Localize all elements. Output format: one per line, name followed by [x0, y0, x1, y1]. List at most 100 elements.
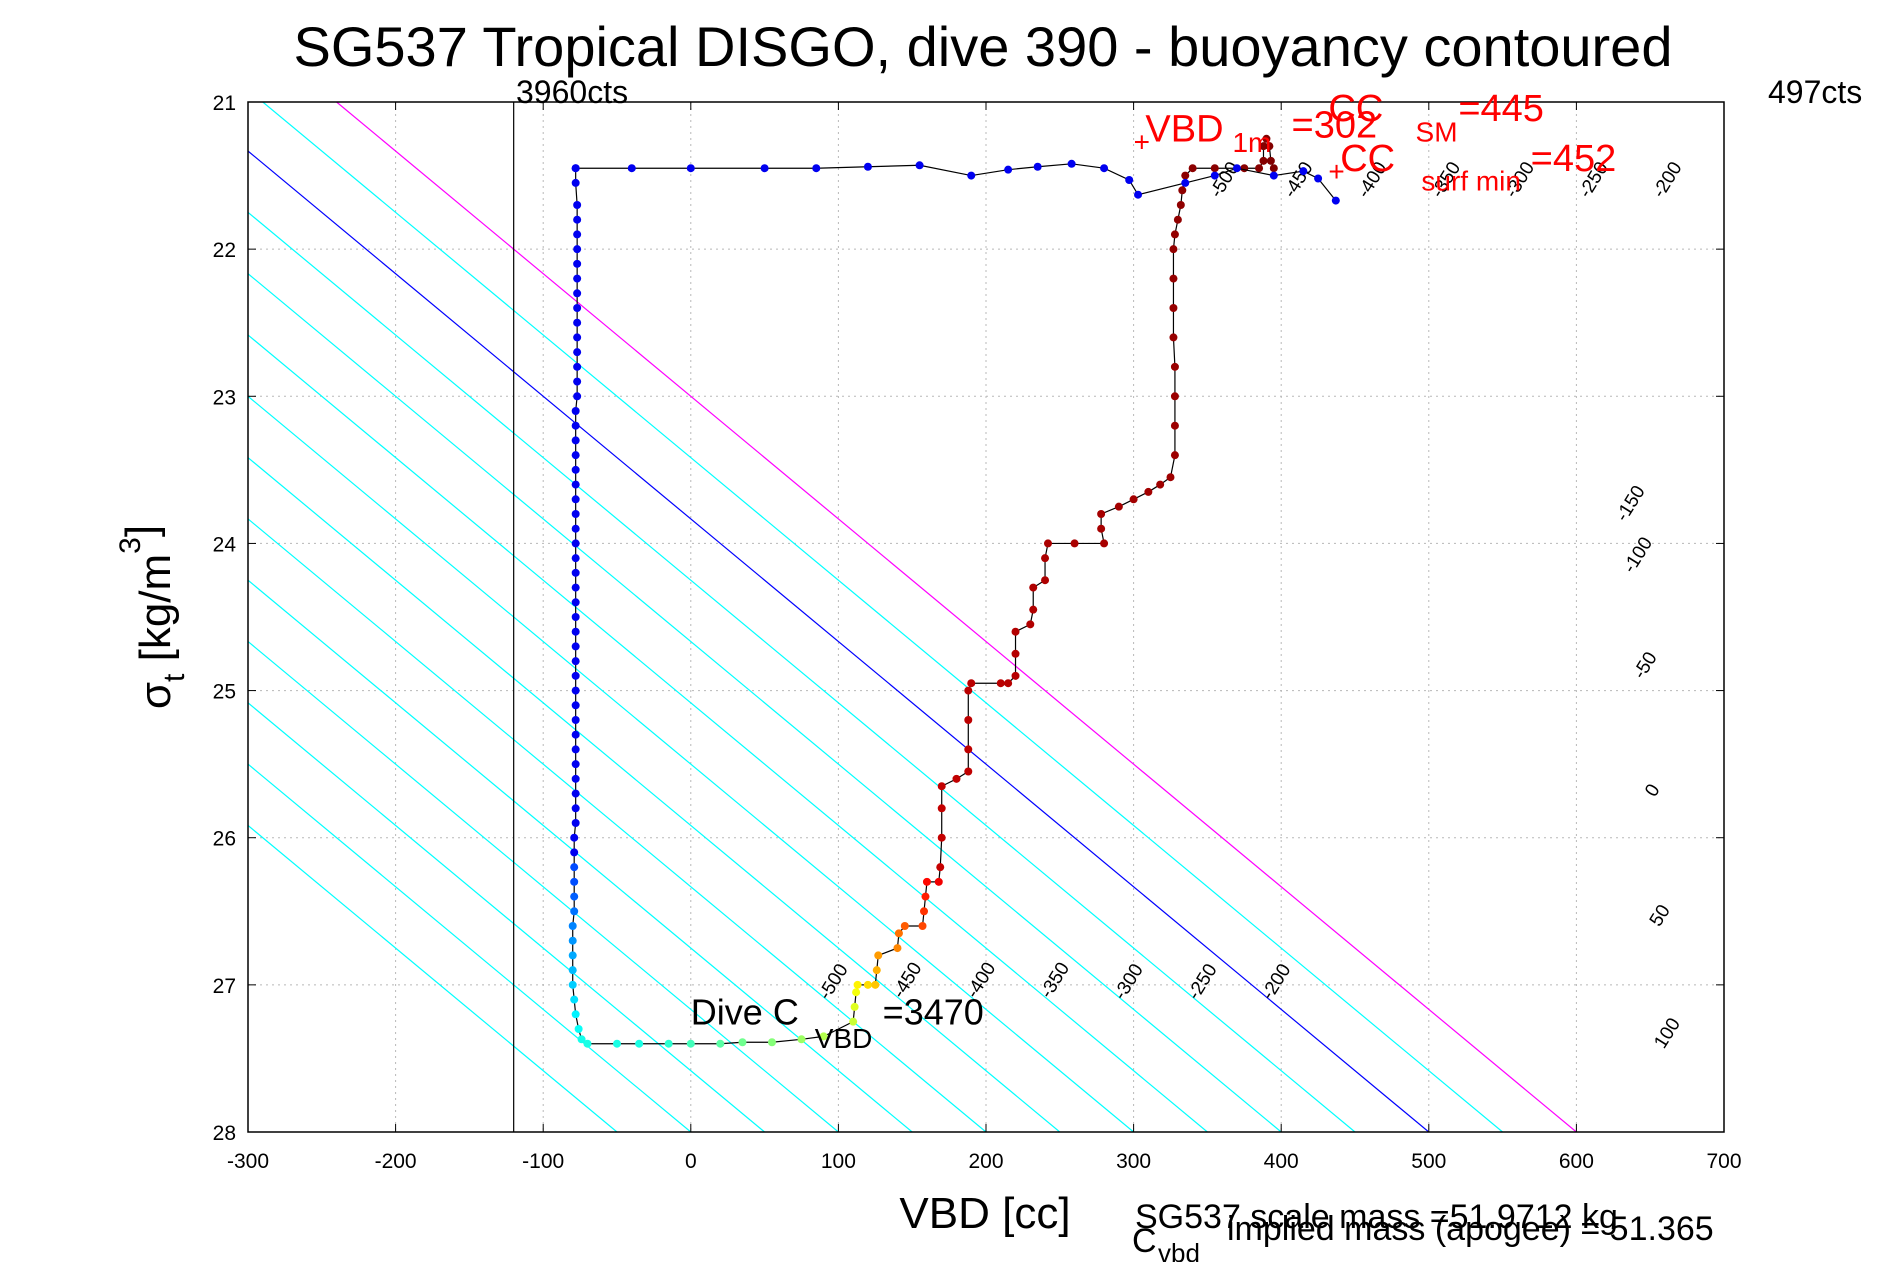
- dive-point: [571, 568, 580, 577]
- contour-line: [248, 518, 987, 1132]
- dive-point: [1097, 510, 1106, 518]
- dive-point: [571, 819, 580, 827]
- scale-mass-footer: SG537 scale mass =51.9712 kg: [1135, 1198, 1618, 1236]
- dive-point: [894, 929, 903, 938]
- dive-point: [570, 833, 579, 842]
- dive-point: [1170, 362, 1179, 371]
- dive-point: [1170, 392, 1179, 401]
- dive-point: [1169, 274, 1178, 283]
- dive-point: [1011, 671, 1020, 680]
- dive-series: [568, 134, 1340, 1048]
- dive-point: [1266, 156, 1275, 165]
- dive-point: [571, 613, 580, 621]
- dive-point: [571, 465, 580, 474]
- climb-point: [686, 164, 695, 173]
- dive-point: [573, 201, 582, 209]
- dive-point: [1259, 142, 1268, 151]
- dive-point: [573, 392, 582, 401]
- dive-point: [1176, 201, 1185, 209]
- dive-point: [1169, 304, 1178, 312]
- dive-point: [1169, 245, 1178, 254]
- dive-point: [568, 951, 577, 960]
- climb-point: [571, 164, 580, 173]
- dive-point: [573, 304, 582, 312]
- x-tick-label: 0: [685, 1150, 697, 1173]
- dive-point: [571, 774, 580, 783]
- dive-point: [1166, 473, 1175, 482]
- dive-point: [937, 833, 946, 842]
- dive-point: [900, 922, 909, 930]
- y-tick-label: 23: [213, 386, 236, 409]
- dive-point: [568, 922, 577, 930]
- dive-point: [937, 804, 946, 813]
- dive-point: [936, 863, 945, 872]
- dive-point: [1097, 524, 1106, 533]
- dive-point: [738, 1038, 747, 1047]
- y-tick-label: 28: [213, 1122, 236, 1145]
- annotation-text: =452: [1531, 138, 1617, 180]
- annotation-text: VBD: [815, 1023, 873, 1054]
- dive-point: [1265, 142, 1274, 151]
- dive-point: [1011, 649, 1020, 658]
- counts-left-label: 3960cts: [516, 74, 628, 110]
- y-axis-ticks: 21 22 23 24 25 26 27 28: [213, 92, 1724, 1145]
- dive-point: [571, 480, 580, 489]
- dive-point: [852, 988, 861, 997]
- implied-mass-footer: implied mass (apogee) = 51.365: [1227, 1210, 1714, 1248]
- dive-point: [1170, 451, 1179, 460]
- dive-point: [571, 407, 580, 415]
- dive-point: [635, 1039, 644, 1048]
- dive-point: [573, 274, 582, 283]
- climb-point: [915, 161, 924, 170]
- dive-point: [573, 377, 582, 386]
- dive-point: [1169, 333, 1178, 342]
- x-tick-label: -100: [522, 1150, 564, 1173]
- dive-point: [1114, 502, 1123, 511]
- dive-point: [664, 1039, 673, 1048]
- dive-point: [1262, 134, 1271, 143]
- dive-point: [797, 1035, 806, 1044]
- climb-point: [1232, 164, 1241, 173]
- dive-point: [937, 782, 946, 791]
- y-tick-label: 21: [213, 92, 236, 115]
- dive-point: [686, 1039, 695, 1048]
- annotation-text: =3470: [883, 992, 984, 1033]
- dive-point: [918, 922, 927, 930]
- dive-point: [571, 1010, 580, 1019]
- dive-point: [571, 598, 580, 607]
- dive-point: [571, 627, 580, 636]
- annotation-text: Dive C: [691, 992, 799, 1033]
- dive-point: [571, 451, 580, 460]
- climb-point: [1100, 164, 1109, 173]
- dive-point: [964, 745, 973, 754]
- climb-point: [1067, 159, 1076, 168]
- x-tick-label: 200: [968, 1150, 1003, 1173]
- dive-point: [571, 510, 580, 518]
- dive-point: [568, 936, 577, 945]
- dive-point: [571, 760, 580, 769]
- x-tick-label: 500: [1411, 1150, 1446, 1173]
- dive-point: [850, 1002, 859, 1011]
- annotation-text: 1m: [1232, 127, 1271, 158]
- dive-point: [613, 1039, 621, 1048]
- dive-point: [571, 642, 580, 651]
- x-tick-label: -200: [375, 1150, 417, 1173]
- y-tick-label: 22: [213, 239, 236, 262]
- contour-line: [262, 102, 1503, 1132]
- dive-point: [570, 848, 579, 857]
- climb-point: [967, 171, 976, 180]
- dive-point: [1188, 164, 1197, 173]
- dive-point: [571, 436, 580, 445]
- dive-point: [849, 1017, 858, 1026]
- dive-point: [920, 907, 929, 916]
- contour-line: [248, 640, 839, 1132]
- dive-point: [568, 980, 577, 989]
- dive-point: [1070, 539, 1079, 548]
- dive-point: [1129, 495, 1138, 504]
- annotation-text: +: [1328, 156, 1344, 187]
- contour-line: [248, 579, 913, 1132]
- y-tick-label: 27: [213, 975, 236, 998]
- climb-point: [1299, 167, 1308, 176]
